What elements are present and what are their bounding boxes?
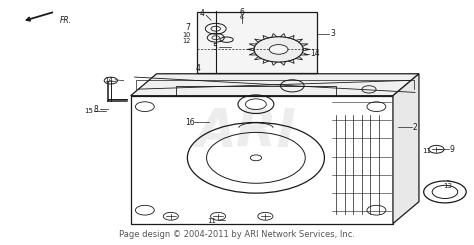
Polygon shape [393,74,419,224]
Text: 6: 6 [240,15,244,20]
Text: 11: 11 [207,218,216,224]
Bar [197,12,318,73]
Text: 7: 7 [186,24,191,33]
Text: 16: 16 [185,118,195,127]
Text: Page design © 2004-2011 by ARI Network Services, Inc.: Page design © 2004-2011 by ARI Network S… [119,230,355,239]
Text: 2: 2 [413,123,418,132]
Circle shape [269,45,288,54]
Text: 4: 4 [200,9,205,18]
Polygon shape [131,74,419,96]
Text: 6: 6 [239,8,244,17]
Text: 14: 14 [310,49,320,58]
Text: 8: 8 [94,105,99,114]
Text: 14: 14 [104,77,113,83]
Circle shape [254,37,303,62]
Text: 3: 3 [330,29,336,38]
Text: 4: 4 [196,64,201,73]
Text: 11: 11 [422,147,431,154]
Text: 15: 15 [84,108,93,114]
Text: ARI: ARI [196,106,297,158]
Text: 12: 12 [182,38,191,44]
Text: FR.: FR. [60,16,72,25]
Text: 10: 10 [182,32,191,38]
Text: 13: 13 [443,184,452,189]
Text: 9: 9 [450,145,455,154]
Text: 5: 5 [212,43,217,52]
